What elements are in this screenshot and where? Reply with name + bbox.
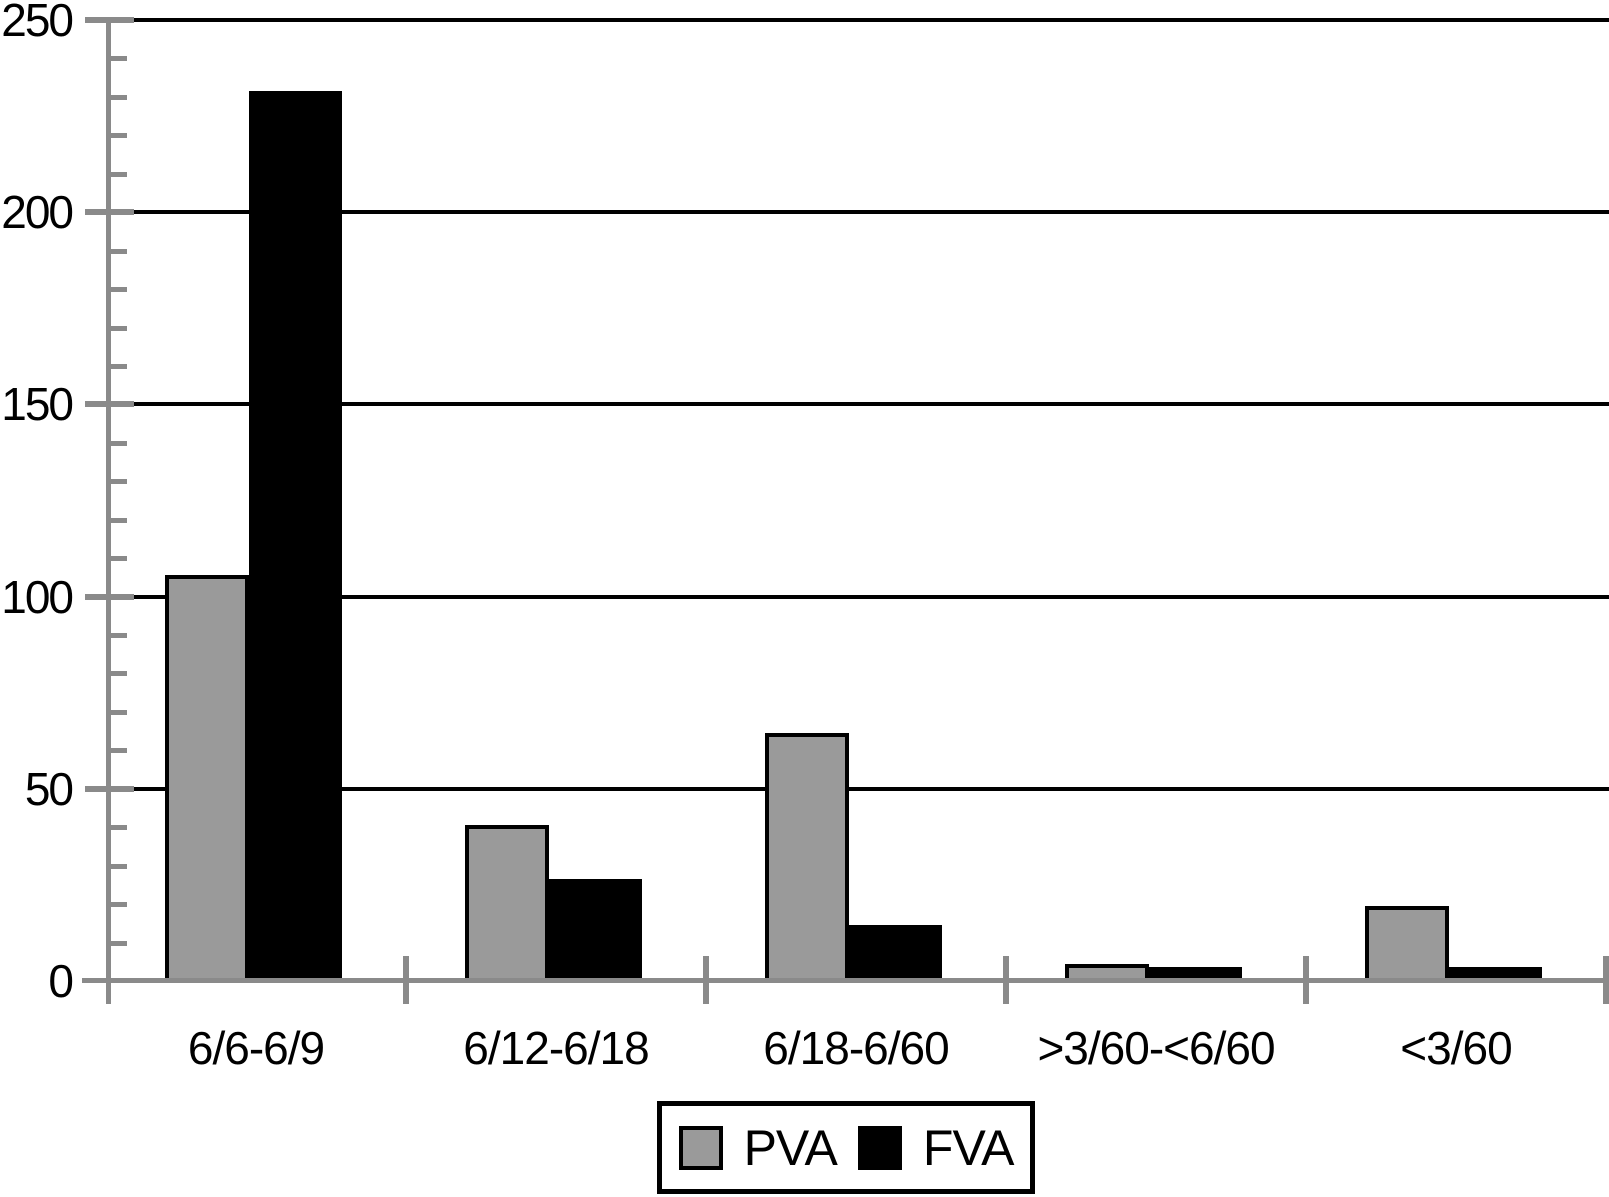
category-label-4: <3/60 (1400, 1022, 1512, 1074)
y-minor-tick-220 (109, 133, 127, 139)
y-minor-tick-60 (109, 748, 127, 754)
bar-pva-1 (465, 825, 549, 982)
y-minor-tick-240 (109, 56, 127, 62)
y-minor-tick-110 (109, 556, 127, 562)
y-axis-line (106, 17, 111, 1004)
legend-swatch-pva (678, 1125, 723, 1170)
y-minor-tick-130 (109, 479, 127, 485)
y-minor-tick-190 (109, 248, 127, 254)
bar-pva-2 (765, 732, 849, 982)
y-axis-label-200: 200 (1, 186, 74, 239)
legend-label-pva: PVA (743, 1119, 838, 1176)
y-minor-tick-20 (109, 902, 127, 908)
bar-fva-0 (249, 91, 342, 982)
y-minor-tick-120 (109, 517, 127, 523)
y-minor-tick-160 (109, 363, 127, 369)
bar-pva-3 (1065, 963, 1149, 982)
category-label-2: 6/18-6/60 (763, 1022, 949, 1074)
y-minor-tick-170 (109, 325, 127, 331)
y-gridline-200 (134, 210, 1609, 215)
y-minor-tick-40 (109, 825, 127, 831)
category-label-3: >3/60-<6/60 (1037, 1022, 1275, 1074)
bar-fva-1 (549, 879, 642, 982)
y-minor-tick-30 (109, 863, 127, 869)
y-axis-label-0: 0 (48, 955, 74, 1007)
y-minor-tick-180 (109, 287, 127, 293)
legend-swatch-fva (857, 1125, 902, 1170)
legend-label-fva: FVA (922, 1119, 1015, 1176)
bar-pva-4 (1365, 905, 1449, 982)
y-major-tick-250 (85, 17, 134, 23)
category-label-0: 6/6-6/9 (187, 1022, 325, 1074)
y-minor-tick-90 (109, 633, 127, 639)
y-minor-tick-210 (109, 171, 127, 177)
y-major-tick-50 (85, 785, 134, 792)
y-axis-label-150: 150 (1, 378, 74, 431)
y-axis-label-100: 100 (1, 570, 74, 623)
y-gridline-250 (134, 18, 1609, 22)
y-axis-label-50: 50 (24, 762, 74, 815)
y-major-tick-100 (85, 593, 134, 600)
y-major-tick-150 (85, 401, 134, 408)
y-gridline-150 (134, 402, 1609, 407)
category-label-1: 6/12-6/18 (463, 1022, 649, 1074)
bar-pva-0 (165, 575, 249, 982)
y-minor-tick-140 (109, 440, 127, 446)
y-minor-tick-10 (109, 940, 127, 946)
y-gridline-100 (134, 594, 1609, 599)
y-major-tick-200 (85, 209, 134, 216)
x-axis-line (82, 978, 1607, 983)
y-axis-label-250: 250 (1, 0, 74, 46)
y-minor-tick-80 (109, 671, 127, 677)
legend: PVA FVA (657, 1101, 1035, 1194)
bar-fva-2 (849, 925, 942, 982)
y-gridline-50 (134, 786, 1609, 791)
y-minor-tick-70 (109, 709, 127, 715)
y-minor-tick-230 (109, 94, 127, 100)
